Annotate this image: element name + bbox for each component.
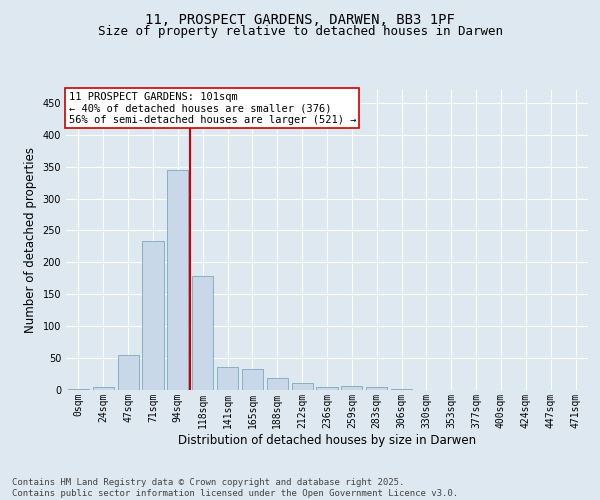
Bar (167, 170, 188, 390)
Bar (316, 387, 338, 390)
Bar (242, 369, 263, 390)
Bar (217, 367, 238, 390)
Bar (292, 383, 313, 390)
Y-axis label: Number of detached properties: Number of detached properties (24, 147, 37, 333)
Bar (341, 386, 362, 390)
X-axis label: Distribution of detached houses by size in Darwen: Distribution of detached houses by size … (178, 434, 476, 446)
Text: 11 PROSPECT GARDENS: 101sqm
← 40% of detached houses are smaller (376)
56% of se: 11 PROSPECT GARDENS: 101sqm ← 40% of det… (68, 92, 356, 124)
Bar (93, 387, 114, 390)
Bar (118, 355, 139, 390)
Bar (366, 387, 387, 390)
Text: 11, PROSPECT GARDENS, DARWEN, BB3 1PF: 11, PROSPECT GARDENS, DARWEN, BB3 1PF (145, 12, 455, 26)
Bar (192, 276, 213, 390)
Bar (267, 378, 288, 390)
Text: Contains HM Land Registry data © Crown copyright and database right 2025.
Contai: Contains HM Land Registry data © Crown c… (12, 478, 458, 498)
Bar (142, 242, 164, 390)
Text: Size of property relative to detached houses in Darwen: Size of property relative to detached ho… (97, 25, 503, 38)
Bar (68, 388, 89, 390)
